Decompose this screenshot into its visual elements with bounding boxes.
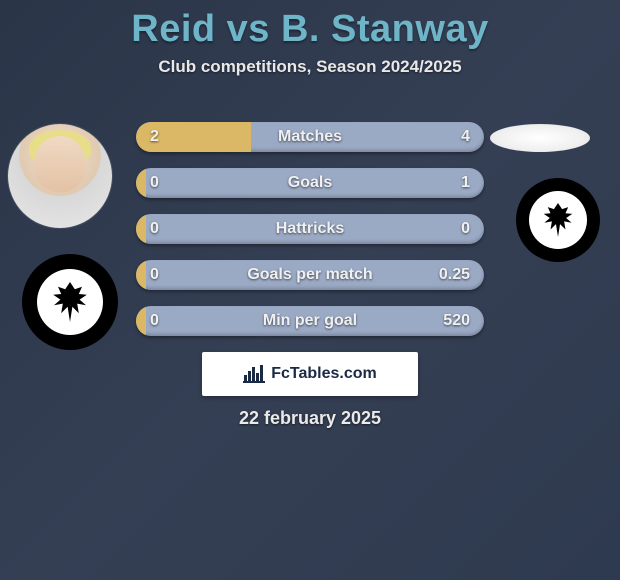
source-logo-text: FcTables.com (271, 365, 377, 383)
stat-label: Matches (136, 122, 484, 152)
stat-row-min-per-goal: 0 Min per goal 520 (136, 306, 484, 336)
player-left-avatar (8, 124, 112, 228)
stat-row-matches: 2 Matches 4 (136, 122, 484, 152)
stat-label: Hattricks (136, 214, 484, 244)
stat-right-value: 0 (461, 214, 470, 244)
source-logo: FcTables.com (202, 352, 418, 396)
stat-right-value: 0.25 (439, 260, 470, 290)
player-right-avatar (490, 124, 590, 152)
stat-row-hattricks: 0 Hattricks 0 (136, 214, 484, 244)
stat-right-value: 1 (461, 168, 470, 198)
stat-row-goals: 0 Goals 1 (136, 168, 484, 198)
stat-right-value: 520 (443, 306, 470, 336)
stat-label: Goals per match (136, 260, 484, 290)
stat-label: Min per goal (136, 306, 484, 336)
page-title: Reid vs B. Stanway (0, 0, 620, 51)
stats-bars: 2 Matches 4 0 Goals 1 0 Hattricks 0 0 Go… (136, 122, 484, 352)
stat-label: Goals (136, 168, 484, 198)
stat-right-value: 4 (461, 122, 470, 152)
stat-row-goals-per-match: 0 Goals per match 0.25 (136, 260, 484, 290)
club-crest-left (22, 254, 118, 350)
bar-chart-icon (243, 365, 265, 383)
page-subtitle: Club competitions, Season 2024/2025 (0, 57, 620, 77)
date-line: 22 february 2025 (0, 408, 620, 429)
club-crest-right (516, 178, 600, 262)
